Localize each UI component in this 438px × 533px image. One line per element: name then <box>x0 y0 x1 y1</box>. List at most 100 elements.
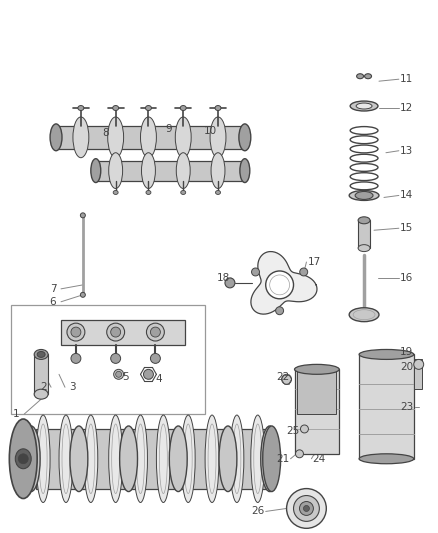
Circle shape <box>71 327 81 337</box>
Text: 15: 15 <box>400 223 413 233</box>
Ellipse shape <box>239 124 251 151</box>
Ellipse shape <box>15 449 31 469</box>
Polygon shape <box>251 252 317 314</box>
Bar <box>359 354 414 459</box>
Bar <box>358 220 370 248</box>
Ellipse shape <box>141 117 156 158</box>
Text: 13: 13 <box>400 146 413 156</box>
Circle shape <box>150 353 160 364</box>
Circle shape <box>225 278 235 288</box>
Text: 9: 9 <box>165 124 172 134</box>
Ellipse shape <box>22 426 40 491</box>
Circle shape <box>300 425 308 433</box>
Circle shape <box>276 307 283 314</box>
Text: 8: 8 <box>102 128 109 138</box>
Text: 17: 17 <box>308 257 321 267</box>
Ellipse shape <box>9 419 37 498</box>
Circle shape <box>67 323 85 341</box>
Text: 10: 10 <box>204 126 217 136</box>
Ellipse shape <box>70 426 88 491</box>
Ellipse shape <box>294 365 339 374</box>
Ellipse shape <box>109 153 123 189</box>
Text: 24: 24 <box>313 454 326 464</box>
Ellipse shape <box>120 426 138 491</box>
Bar <box>11 305 205 414</box>
Text: 26: 26 <box>251 506 265 516</box>
Circle shape <box>293 496 319 521</box>
Ellipse shape <box>81 292 85 297</box>
Ellipse shape <box>108 117 124 158</box>
Circle shape <box>414 359 424 369</box>
Ellipse shape <box>73 117 89 158</box>
Ellipse shape <box>349 190 379 200</box>
Ellipse shape <box>357 74 364 79</box>
Text: 2: 2 <box>40 382 46 392</box>
Text: 4: 4 <box>155 374 162 384</box>
Ellipse shape <box>176 153 190 189</box>
Circle shape <box>116 372 122 377</box>
Ellipse shape <box>215 190 220 195</box>
Ellipse shape <box>84 415 98 503</box>
Text: 21: 21 <box>276 454 289 464</box>
Text: 14: 14 <box>400 190 413 200</box>
Ellipse shape <box>36 415 50 503</box>
Ellipse shape <box>180 106 186 110</box>
Ellipse shape <box>261 426 279 491</box>
Text: 22: 22 <box>276 372 289 382</box>
Ellipse shape <box>34 350 48 359</box>
Circle shape <box>266 271 293 299</box>
Bar <box>56 126 245 149</box>
Ellipse shape <box>113 190 118 195</box>
Ellipse shape <box>34 389 48 399</box>
Text: 11: 11 <box>400 74 413 84</box>
Bar <box>61 320 185 344</box>
Text: 19: 19 <box>400 348 413 358</box>
Ellipse shape <box>146 190 151 195</box>
Ellipse shape <box>175 117 191 158</box>
Ellipse shape <box>355 191 373 199</box>
Ellipse shape <box>263 426 281 491</box>
Text: 23: 23 <box>400 402 413 412</box>
Ellipse shape <box>215 106 221 110</box>
Ellipse shape <box>364 74 371 79</box>
Ellipse shape <box>170 426 187 491</box>
Circle shape <box>144 369 153 379</box>
Ellipse shape <box>59 415 73 503</box>
Circle shape <box>300 502 314 515</box>
Circle shape <box>282 374 292 384</box>
Ellipse shape <box>134 415 148 503</box>
Circle shape <box>18 454 28 464</box>
Bar <box>414 359 422 389</box>
Ellipse shape <box>210 117 226 158</box>
Ellipse shape <box>81 213 85 218</box>
Circle shape <box>286 489 326 528</box>
Text: 18: 18 <box>216 273 230 283</box>
Ellipse shape <box>359 454 414 464</box>
Ellipse shape <box>37 351 45 358</box>
Ellipse shape <box>78 106 84 110</box>
Bar <box>294 369 339 454</box>
Circle shape <box>111 327 120 337</box>
Ellipse shape <box>181 190 186 195</box>
Circle shape <box>296 450 304 458</box>
Circle shape <box>114 369 124 379</box>
Circle shape <box>150 327 160 337</box>
Ellipse shape <box>349 308 379 321</box>
Ellipse shape <box>145 106 152 110</box>
Ellipse shape <box>141 153 155 189</box>
Ellipse shape <box>109 415 123 503</box>
Ellipse shape <box>91 159 101 182</box>
Ellipse shape <box>211 153 225 189</box>
Ellipse shape <box>356 103 372 109</box>
Ellipse shape <box>350 101 378 111</box>
Ellipse shape <box>240 159 250 182</box>
Ellipse shape <box>251 415 265 503</box>
Circle shape <box>300 268 307 276</box>
Text: 3: 3 <box>70 382 76 392</box>
Ellipse shape <box>219 426 237 491</box>
Text: 7: 7 <box>50 284 57 294</box>
Ellipse shape <box>359 350 414 359</box>
Bar <box>34 354 48 394</box>
Text: 6: 6 <box>50 297 57 307</box>
Text: 12: 12 <box>400 103 413 113</box>
